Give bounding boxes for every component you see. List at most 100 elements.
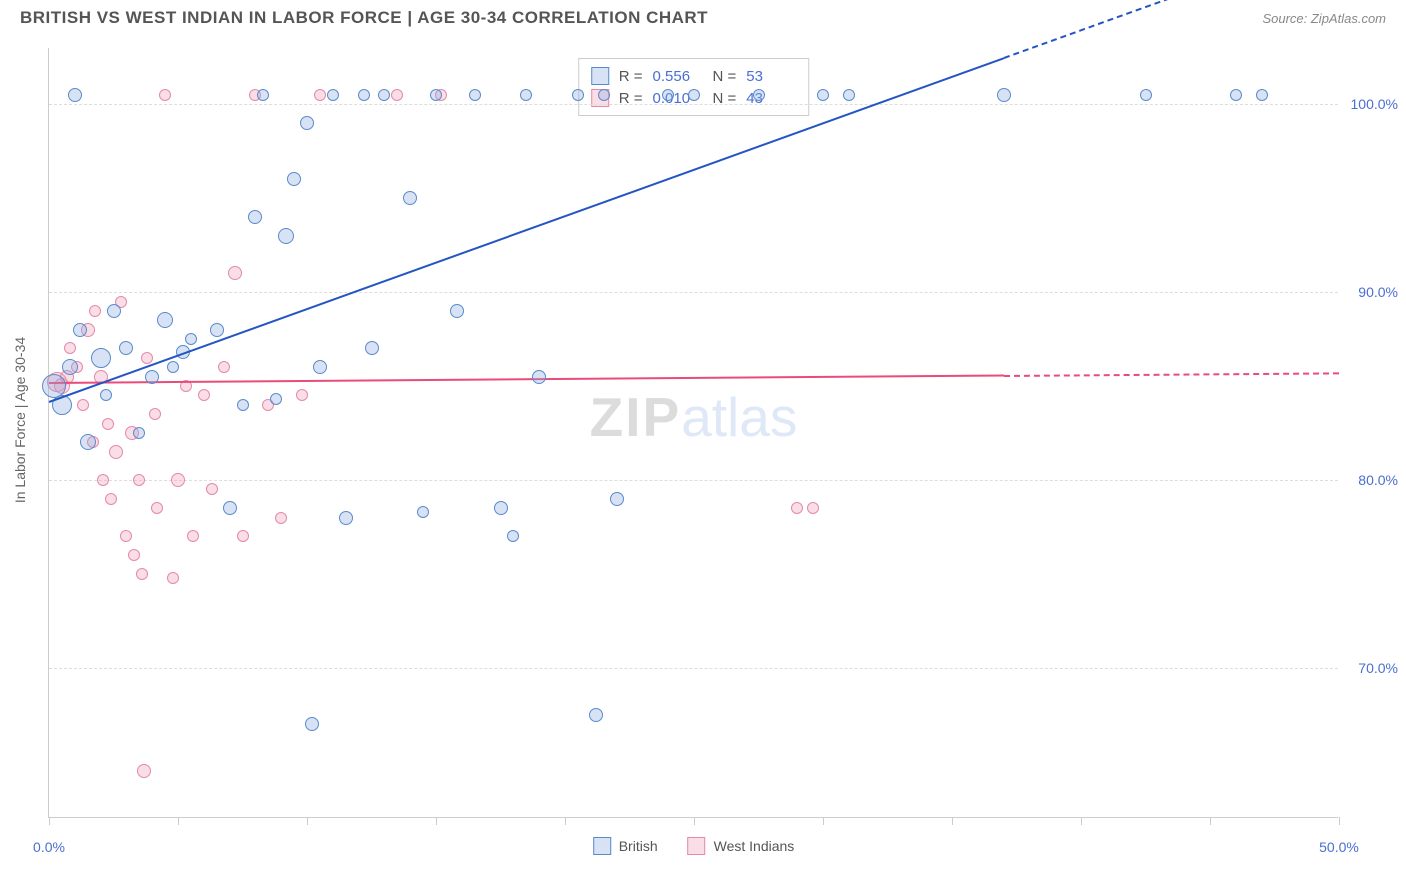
stats-row-british: R = 0.556 N = 53 [591, 65, 797, 87]
british-point [572, 89, 584, 101]
british-point [185, 333, 197, 345]
british-point [278, 228, 294, 244]
gridline [49, 292, 1338, 293]
westindian-point [133, 474, 145, 486]
x-tick [1081, 817, 1082, 825]
british-point [327, 89, 339, 101]
x-tick [436, 817, 437, 825]
british-point [610, 492, 624, 506]
british-point [167, 361, 179, 373]
british-point [532, 370, 546, 384]
british-point [1256, 89, 1268, 101]
westindian-point [89, 305, 101, 317]
british-point [287, 172, 301, 186]
westindian-point [149, 408, 161, 420]
british-point [430, 89, 442, 101]
legend-swatch-british [593, 837, 611, 855]
correlation-stats-box: R = 0.556 N = 53 R = 0.010 N = 43 [578, 58, 810, 116]
british-point [107, 304, 121, 318]
british-point [469, 89, 481, 101]
british-point [1230, 89, 1242, 101]
westindian-point [97, 474, 109, 486]
westindian-point [120, 530, 132, 542]
source-attribution: Source: ZipAtlas.com [1262, 11, 1386, 26]
british-point [248, 210, 262, 224]
x-tick [1339, 817, 1340, 825]
british-point [237, 399, 249, 411]
british-point [450, 304, 464, 318]
british-point [598, 89, 610, 101]
british-point [843, 89, 855, 101]
x-tick-label: 50.0% [1319, 839, 1359, 855]
westindian-point [64, 342, 76, 354]
british-point [378, 89, 390, 101]
british-point [100, 389, 112, 401]
y-axis-title: In Labor Force | Age 30-34 [12, 337, 28, 503]
british-point [339, 511, 353, 525]
british-point [313, 360, 327, 374]
westindian-point [109, 445, 123, 459]
westindian-point [105, 493, 117, 505]
british-point [403, 191, 417, 205]
westindian-point [206, 483, 218, 495]
westindian-point [275, 512, 287, 524]
chart-plot-area: ZIPatlas R = 0.556 N = 53 R = 0.010 N = … [48, 48, 1338, 818]
british-point [91, 348, 111, 368]
westindian-point [237, 530, 249, 542]
westindian-point [167, 572, 179, 584]
y-tick-label: 100.0% [1351, 96, 1398, 112]
westindian-point [296, 389, 308, 401]
westindian-point [807, 502, 819, 514]
british-point [133, 427, 145, 439]
westindian-point [218, 361, 230, 373]
x-tick [694, 817, 695, 825]
westindian-point [187, 530, 199, 542]
westindian-point [314, 89, 326, 101]
westindian-point [128, 549, 140, 561]
british-point [300, 116, 314, 130]
british-point [494, 501, 508, 515]
british-point [119, 341, 133, 355]
legend-item-westindian: West Indians [688, 837, 795, 855]
british-point [305, 717, 319, 731]
westindian-trendline [49, 375, 1004, 385]
british-point [145, 370, 159, 384]
westindian-point [136, 568, 148, 580]
british-point [589, 708, 603, 722]
x-tick [307, 817, 308, 825]
westindian-trendline-extrapolated [1004, 372, 1339, 377]
british-point [80, 434, 96, 450]
gridline [49, 668, 1338, 669]
westindian-point [791, 502, 803, 514]
british-point [997, 88, 1011, 102]
british-point [223, 501, 237, 515]
british-point [257, 89, 269, 101]
watermark: ZIPatlas [590, 385, 798, 449]
legend-swatch-westindian [688, 837, 706, 855]
x-tick [565, 817, 566, 825]
westindian-point [77, 399, 89, 411]
british-point [62, 359, 78, 375]
x-tick [178, 817, 179, 825]
x-tick [1210, 817, 1211, 825]
british-point [157, 312, 173, 328]
y-tick-label: 80.0% [1358, 472, 1398, 488]
british-point [1140, 89, 1152, 101]
british-point [73, 323, 87, 337]
westindian-point [159, 89, 171, 101]
legend-item-british: British [593, 837, 658, 855]
british-point [365, 341, 379, 355]
y-tick-label: 90.0% [1358, 284, 1398, 300]
westindian-point [198, 389, 210, 401]
x-tick-label: 0.0% [33, 839, 65, 855]
westindian-point [141, 352, 153, 364]
westindian-point [391, 89, 403, 101]
x-tick [823, 817, 824, 825]
british-trendline [49, 57, 1004, 403]
british-point [662, 89, 674, 101]
gridline [49, 104, 1338, 105]
british-point [507, 530, 519, 542]
x-tick [952, 817, 953, 825]
british-point [358, 89, 370, 101]
y-tick-label: 70.0% [1358, 660, 1398, 676]
